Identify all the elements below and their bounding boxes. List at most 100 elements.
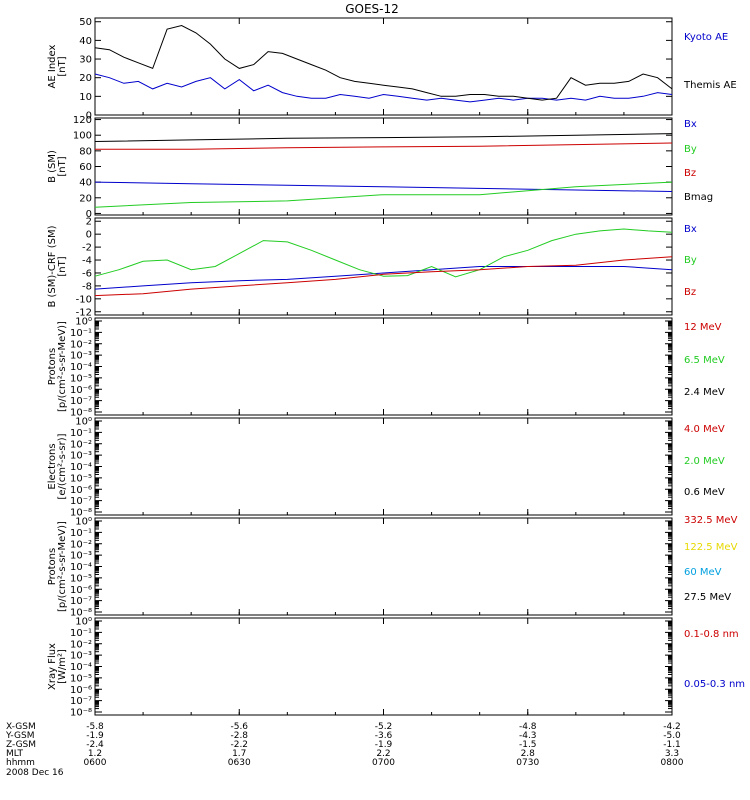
series-line-themis-ae — [94, 24, 673, 101]
panel-ae: AE Index [nT] 0 10 20 30 40 50 Kyoto AE Themis AE — [47, 17, 737, 121]
x-tick-label: 0630 — [228, 758, 251, 768]
x-tick-label: -5.2 — [375, 722, 393, 732]
panel-frame — [94, 417, 673, 516]
y-tick-label: 10⁻⁵ — [70, 673, 92, 684]
series-line-bx — [94, 266, 673, 290]
series-line-bmag — [94, 133, 673, 142]
x-tick-label: -2.8 — [230, 731, 248, 741]
y-tick-label: 120 — [73, 115, 92, 126]
y-axis-label: AE Index — [47, 44, 58, 88]
legend-entry: 2.0 MeV — [684, 456, 725, 467]
y-tick-label: 10⁻² — [70, 539, 92, 550]
panel-frame — [94, 117, 673, 216]
y-tick-label: 10⁻³ — [70, 351, 92, 362]
y-tick-label: 10⁻² — [70, 639, 92, 650]
x-tick-label: -1.5 — [519, 740, 537, 750]
y-tick-label: 10⁻⁴ — [70, 562, 92, 573]
y-tick-label: 10⁻⁸ — [70, 508, 92, 519]
x-tick-label: -5.6 — [230, 722, 248, 732]
y-tick-label: 10⁰ — [75, 517, 92, 528]
legend-entry: 122.5 MeV — [684, 542, 738, 553]
x-row-label: Y-GSM — [5, 731, 34, 741]
x-tick-label: -1.9 — [375, 740, 393, 750]
x-tick-label: 1.7 — [232, 749, 246, 759]
x-row-label: Z-GSM — [6, 740, 36, 750]
x-tick-label: 1.2 — [88, 749, 102, 759]
y-axis-label: B (SM)-CRF (SM) — [47, 225, 58, 307]
x-tick-label: 0700 — [372, 758, 395, 768]
x-tick-label: -1.9 — [86, 731, 104, 741]
y-tick-label: 10⁻⁸ — [70, 708, 92, 719]
y-tick-label: 10 — [79, 92, 92, 103]
y-tick-label: 10⁻¹ — [70, 528, 92, 539]
legend-entry: 6.5 MeV — [684, 355, 725, 366]
y-axis-label: Protons — [47, 548, 58, 585]
series-line-by — [94, 228, 673, 278]
y-tick-label: 20 — [79, 73, 92, 84]
y-axis-unit: [W/m²] — [57, 649, 68, 684]
y-tick-label: 10⁻³ — [70, 651, 92, 662]
y-tick-label: 20 — [79, 193, 92, 204]
y-tick-label: 10⁻⁵ — [70, 573, 92, 584]
legend-entry: 332.5 MeV — [684, 515, 738, 526]
legend-entry: By — [684, 144, 697, 155]
y-tick-label: 50 — [79, 17, 92, 28]
y-tick-label: 10⁻² — [70, 439, 92, 450]
y-tick-label: 10⁻² — [70, 339, 92, 350]
x-tick-label: 2.8 — [521, 749, 536, 759]
y-tick-label: 10⁻⁶ — [70, 385, 92, 396]
y-axis-unit: [e/(cm²-s-sr)] — [57, 433, 68, 499]
panel-p1: Protons [p/(cm²-s-sr-MeV)] 10⁰10⁻¹10⁻²10⁻³… — [47, 317, 725, 419]
y-tick-label: 40 — [79, 36, 92, 47]
x-tick-label: 0600 — [84, 758, 107, 768]
y-tick-label: -4 — [82, 256, 92, 267]
legend-entry: Bz — [684, 168, 696, 179]
y-tick-label: -6 — [82, 268, 92, 279]
x-row-label: hhmm — [6, 758, 35, 768]
legend-entry: 0.6 MeV — [684, 487, 725, 498]
x-tick-label: -4.3 — [519, 731, 537, 741]
y-tick-label: 80 — [79, 146, 92, 157]
legend-entry: Themis AE — [683, 80, 737, 91]
legend-entry: 60 MeV — [684, 567, 722, 578]
y-tick-label: 10⁻³ — [70, 551, 92, 562]
panel-frame — [94, 517, 673, 616]
panel-frame — [94, 317, 673, 416]
y-tick-label: 10⁻⁷ — [70, 496, 92, 507]
y-tick-label: 10⁻¹ — [70, 428, 92, 439]
series-line-kyoto-ae — [94, 73, 673, 103]
y-tick-label: 10⁰ — [75, 417, 92, 428]
y-axis-unit: [nT] — [57, 56, 68, 76]
x-row-label: MLT — [6, 749, 24, 759]
panel-frame — [94, 617, 673, 716]
y-axis-unit: [nT] — [57, 156, 68, 176]
y-axis-label: Electrons — [47, 443, 58, 489]
legend-entry: Bx — [684, 119, 697, 130]
date-label: 2008 Dec 16 — [6, 768, 64, 778]
y-axis-label: Protons — [47, 348, 58, 385]
legend-entry: 4.0 MeV — [684, 424, 725, 435]
x-tick-label: -5.8 — [86, 722, 104, 732]
legend-entry: Bx — [684, 224, 697, 235]
y-tick-label: 10⁰ — [75, 317, 92, 328]
x-tick-label: -1.1 — [663, 740, 681, 750]
y-axis-label: Xray Flux — [47, 643, 58, 690]
y-tick-label: 10⁻⁴ — [70, 662, 92, 673]
legend-entry: 0.1-0.8 nm — [684, 629, 739, 640]
chart-title: GOES-12 — [345, 2, 399, 16]
legend-entry: 12 MeV — [684, 322, 722, 333]
y-tick-label: 10⁻⁶ — [70, 585, 92, 596]
y-tick-label: 10⁰ — [75, 617, 92, 628]
x-tick-label: -2.2 — [230, 740, 248, 750]
y-tick-label: -10 — [76, 294, 92, 305]
x-tick-label: -4.2 — [663, 722, 681, 732]
y-tick-label: 10⁻¹ — [70, 628, 92, 639]
y-tick-label: 40 — [79, 178, 92, 189]
series-line-bz — [95, 142, 673, 150]
y-axis-label: B (SM) — [47, 150, 58, 183]
y-tick-label: 10⁻⁸ — [70, 408, 92, 419]
x-axis-labels: X-GSM -5.8 -5.6 -5.2 -4.8 -4.2 Y-GSM -1.9 -2.8 -3… — [5, 722, 684, 778]
y-tick-label: 100 — [73, 131, 92, 142]
panel-p2: Protons [p/(cm²-s-sr-MeV)] 10⁰10⁻¹10⁻²10⁻³… — [47, 515, 738, 619]
series-line-bx — [94, 181, 673, 192]
